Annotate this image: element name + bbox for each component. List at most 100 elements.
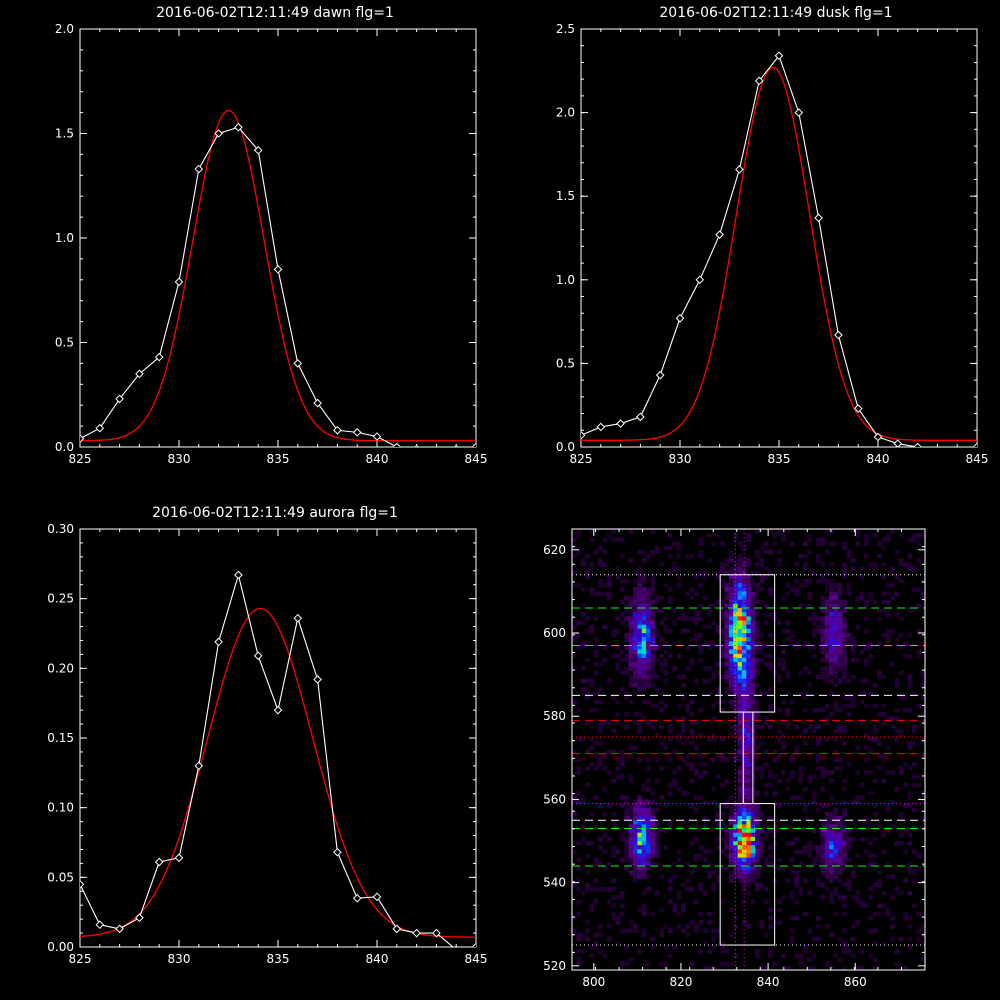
heatmap-cell — [863, 849, 869, 854]
heatmap-cell — [755, 657, 760, 663]
heatmap-cell — [724, 778, 730, 784]
heatmap-cell — [737, 745, 743, 750]
heatmap-cell — [824, 616, 830, 621]
heatmap-cell — [755, 816, 760, 821]
heatmap-cell — [650, 662, 656, 667]
heatmap-cell — [877, 741, 882, 746]
heatmap-cell — [576, 936, 582, 942]
heatmap-cell — [903, 695, 908, 700]
heatmap-cell — [715, 533, 721, 538]
heatmap-cell — [646, 587, 651, 592]
heatmap-cell — [824, 870, 830, 875]
heatmap-cell — [755, 828, 760, 834]
heatmap-cell — [728, 674, 734, 680]
heatmap-cell — [750, 849, 756, 854]
heatmap-cell — [663, 670, 669, 676]
heatmap-cell — [689, 803, 695, 809]
heatmap-cell — [850, 695, 856, 700]
heatmap-cell — [733, 728, 739, 734]
heatmap-cell — [641, 591, 647, 596]
heatmap-cell — [894, 949, 900, 954]
heatmap-cell — [646, 653, 651, 659]
heatmap-cell — [694, 620, 699, 626]
heatmap-cell — [711, 716, 717, 721]
heatmap-cell — [672, 907, 677, 913]
heatmap-cell — [733, 657, 739, 663]
heatmap-cell — [689, 766, 695, 771]
heatmap-cell — [842, 832, 847, 838]
heatmap-cell — [724, 583, 730, 588]
heatmap-cell — [750, 653, 756, 659]
heatmap-cell — [750, 691, 756, 696]
heatmap-cell — [833, 670, 839, 676]
heatmap-cell — [898, 670, 904, 676]
heatmap-cell — [637, 807, 643, 813]
heatmap-cell — [702, 595, 708, 601]
heatmap-cell — [842, 566, 847, 571]
data-point — [794, 108, 804, 117]
heatmap-cell — [633, 865, 638, 871]
heatmap-cell — [746, 682, 752, 688]
heatmap-cell — [646, 849, 651, 854]
heatmap-cell — [829, 657, 834, 663]
heatmap-cell — [750, 874, 756, 879]
heatmap-cell — [824, 865, 830, 871]
data-point — [675, 313, 685, 323]
heatmap-cell — [641, 807, 647, 813]
heatmap-cell — [733, 562, 739, 567]
heatmap-cell — [768, 612, 773, 617]
heatmap-cell — [868, 841, 874, 846]
heatmap-cell — [576, 799, 582, 804]
heatmap-cell — [842, 778, 847, 784]
heatmap-cell — [733, 707, 739, 713]
heatmap-cell — [816, 882, 821, 888]
heatmap-cell — [650, 807, 656, 813]
heatmap-cell — [916, 603, 922, 609]
heatmap-cell — [633, 807, 638, 813]
data-point — [352, 428, 362, 437]
heatmap-cell — [846, 583, 852, 588]
heatmap-cell — [672, 641, 677, 646]
heatmap-cell — [633, 645, 638, 651]
heatmap-cell — [920, 940, 926, 946]
heatmap-cell — [842, 599, 847, 605]
heatmap-cell — [746, 816, 752, 821]
y-tick-label: 1.0 — [55, 231, 74, 245]
heatmap-cell — [868, 591, 874, 596]
heatmap-cell — [689, 553, 695, 559]
heatmap-cell — [624, 961, 630, 967]
heatmap-cell — [837, 895, 843, 900]
data-point — [214, 637, 223, 647]
heatmap-cell — [646, 553, 651, 559]
heatmap-cell — [641, 674, 647, 680]
heatmap-cell — [728, 566, 734, 571]
heatmap-cell — [593, 670, 599, 676]
heatmap-cell — [646, 816, 651, 821]
heatmap-cell — [580, 949, 586, 954]
heatmap-cell — [737, 857, 743, 863]
heatmap-cell — [720, 562, 725, 567]
heatmap-cell — [833, 703, 839, 709]
heatmap-cell — [641, 653, 647, 659]
heatmap-cell — [659, 741, 664, 746]
heatmap-cell — [728, 807, 734, 813]
heatmap-cell — [837, 608, 843, 613]
heatmap-cell — [672, 861, 677, 867]
heatmap-cell — [768, 828, 773, 834]
heatmap-cell — [702, 770, 708, 775]
heatmap-cell — [624, 816, 630, 821]
heatmap-cell — [720, 578, 725, 584]
heatmap-cell — [741, 870, 747, 875]
heatmap-cell — [694, 745, 699, 750]
heatmap-cell — [755, 645, 760, 651]
heatmap-cell — [585, 828, 590, 834]
data-point — [273, 265, 283, 274]
heatmap-cell — [720, 737, 725, 742]
heatmap-cell — [903, 707, 908, 713]
heatmap-cell — [776, 674, 782, 680]
heatmap-cell — [842, 799, 847, 804]
heatmap-cell — [646, 699, 651, 705]
heatmap-cell — [746, 616, 752, 621]
heatmap-cell — [911, 537, 917, 542]
heatmap-cell — [833, 911, 839, 917]
